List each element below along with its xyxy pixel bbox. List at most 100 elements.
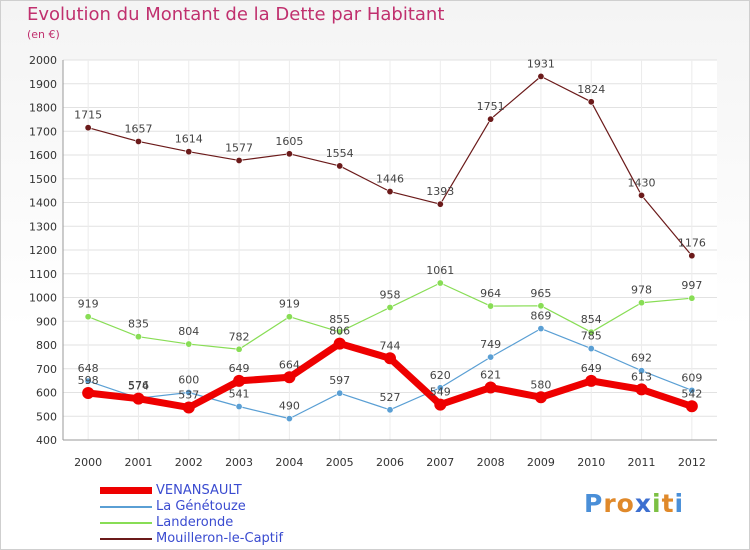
legend-swatch <box>100 506 152 508</box>
data-point-mouilleron-le-captif <box>537 72 545 80</box>
data-point-mouilleron-le-captif <box>436 200 444 208</box>
data-label-venansault: 744 <box>380 339 401 352</box>
data-point-mouilleron-le-captif <box>587 98 595 106</box>
y-tick-label: 1900 <box>29 78 57 91</box>
data-point-mouilleron-le-captif <box>336 162 344 170</box>
data-point-mouilleron-le-captif <box>134 137 142 145</box>
data-label-la-g-n-touze: 576 <box>128 379 149 392</box>
data-point-landeronde <box>487 302 495 310</box>
logo-letter: P <box>584 489 604 518</box>
data-point-la-g-n-touze <box>185 388 193 396</box>
data-label-landeronde: 919 <box>279 298 300 311</box>
legend-label: La Génétouze <box>156 499 246 514</box>
data-label-venansault: 537 <box>178 388 199 401</box>
series-layer <box>82 72 698 423</box>
data-point-landeronde <box>587 328 595 336</box>
y-tick-label: 1500 <box>29 173 57 186</box>
legend-item: VENANSAULT <box>100 483 360 499</box>
data-label-mouilleron-le-captif: 1824 <box>577 83 605 96</box>
axes: 400 500 600 700 800 900 1000 1100 1200 1300 1400 15… <box>29 54 717 469</box>
y-tick-label: 800 <box>36 339 57 352</box>
x-tick-label: 2008 <box>477 456 505 469</box>
legend-label: Landeronde <box>156 515 234 530</box>
x-tick-label: 2006 <box>376 456 404 469</box>
legend-item: Mouilleron-le-Captif <box>100 531 360 547</box>
logo-letter: i <box>652 489 662 518</box>
x-tick-label: 2002 <box>175 456 203 469</box>
data-label-mouilleron-le-captif: 1577 <box>225 141 253 154</box>
y-tick-label: 1100 <box>29 268 57 281</box>
data-label-landeronde: 854 <box>581 313 602 326</box>
data-point-venansault <box>635 383 648 396</box>
x-tick-label: 2007 <box>426 456 454 469</box>
data-point-mouilleron-le-captif <box>386 188 394 196</box>
data-point-venansault <box>132 392 145 405</box>
y-tick-label: 2000 <box>29 54 57 67</box>
y-tick-label: 1700 <box>29 125 57 138</box>
data-point-venansault <box>434 398 447 411</box>
data-label-landeronde: 964 <box>480 287 501 300</box>
y-tick-label: 500 <box>36 410 57 423</box>
y-tick-label: 1000 <box>29 292 57 305</box>
data-label-la-g-n-touze: 692 <box>631 352 652 365</box>
data-label-mouilleron-le-captif: 1715 <box>74 109 102 122</box>
legend-item: Landeronde <box>100 515 360 531</box>
data-point-mouilleron-le-captif <box>688 252 696 260</box>
data-label-venansault: 649 <box>229 362 250 375</box>
y-tick-label: 400 <box>36 434 57 447</box>
y-tick-label: 1400 <box>29 197 57 210</box>
y-tick-label: 900 <box>36 315 57 328</box>
grid-lines <box>63 59 717 441</box>
data-point-venansault <box>283 371 296 384</box>
data-point-mouilleron-le-captif <box>185 148 193 156</box>
y-tick-label: 1200 <box>29 244 57 257</box>
data-label-landeronde: 835 <box>128 318 149 331</box>
data-label-venansault: 621 <box>480 369 501 382</box>
data-point-venansault <box>233 374 246 387</box>
data-label-landeronde: 1061 <box>426 264 454 277</box>
data-label-landeronde: 958 <box>380 288 401 301</box>
data-label-landeronde: 965 <box>530 287 551 300</box>
data-point-venansault <box>534 391 547 404</box>
logo-letter: r <box>603 489 617 518</box>
chart-subtitle: (en €) <box>27 28 60 41</box>
data-label-la-g-n-touze: 869 <box>530 310 551 323</box>
data-label-la-g-n-touze: 527 <box>380 391 401 404</box>
data-label-venansault: 649 <box>581 362 602 375</box>
data-label-mouilleron-le-captif: 1931 <box>527 57 555 70</box>
legend-swatch <box>100 487 152 494</box>
data-point-landeronde <box>336 328 344 336</box>
data-label-la-g-n-touze: 541 <box>229 388 250 401</box>
data-label-la-g-n-touze: 597 <box>329 374 350 387</box>
data-point-landeronde <box>235 345 243 353</box>
data-label-mouilleron-le-captif: 1446 <box>376 173 404 186</box>
logo-letter: t <box>661 489 675 518</box>
logo-letter: o <box>616 489 635 518</box>
x-tick-label: 2009 <box>527 456 555 469</box>
data-label-landeronde: 997 <box>681 279 702 292</box>
data-point-la-g-n-touze <box>688 386 696 394</box>
data-label-mouilleron-le-captif: 1176 <box>678 237 706 250</box>
data-label-mouilleron-le-captif: 1554 <box>326 147 354 160</box>
y-tick-label: 1300 <box>29 220 57 233</box>
data-point-venansault <box>333 337 346 350</box>
legend-item: La Génétouze <box>100 499 360 515</box>
data-label-landeronde: 919 <box>78 298 99 311</box>
data-point-landeronde <box>688 294 696 302</box>
x-tick-label: 2011 <box>628 456 656 469</box>
data-point-la-g-n-touze <box>436 384 444 392</box>
data-label-mouilleron-le-captif: 1657 <box>124 122 152 135</box>
y-tick-label: 700 <box>36 363 57 376</box>
data-label-venansault: 613 <box>631 370 652 383</box>
legend-swatch <box>100 538 152 540</box>
x-tick-label: 2004 <box>275 456 303 469</box>
data-point-la-g-n-touze <box>336 389 344 397</box>
x-tick-label: 2001 <box>124 456 152 469</box>
data-label-venansault: 542 <box>681 387 702 400</box>
data-point-landeronde <box>436 279 444 287</box>
data-point-venansault <box>685 400 698 413</box>
x-tick-label: 2003 <box>225 456 253 469</box>
data-point-mouilleron-le-captif <box>638 191 646 199</box>
logo-letter: i <box>674 489 685 518</box>
